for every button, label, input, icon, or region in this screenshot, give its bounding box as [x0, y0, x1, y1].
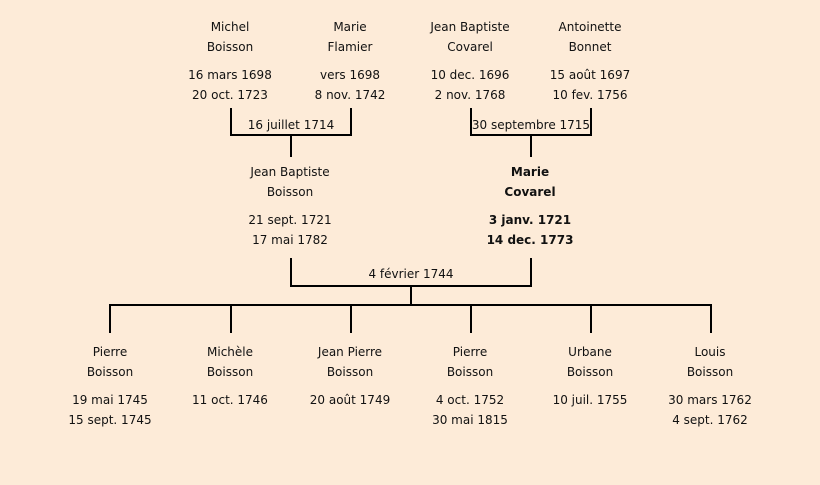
last-name: Boisson: [566, 365, 614, 379]
birth-date: 10 dec. 1696: [430, 68, 510, 82]
grandparents-person[interactable]: Jean Baptiste Covarel 10 dec. 1696 2 nov. 1…: [400, 17, 540, 105]
birth-date: 11 oct. 1746: [192, 393, 268, 407]
last-name: Boisson: [206, 40, 254, 54]
first-name: Marie: [510, 165, 550, 179]
birth-date: 10 juil. 1755: [552, 393, 628, 407]
children-person[interactable]: Jean Pierre Boisson 20 août 1749: [280, 342, 420, 410]
grandparents-left-connector: [230, 108, 352, 157]
marriage-date: 4 février 1744: [368, 267, 454, 281]
parents-connector: [290, 258, 532, 305]
last-name: Covarel: [447, 40, 493, 54]
grandparents-person[interactable]: Marie Flamier vers 1698 8 nov. 1742: [280, 17, 420, 105]
children-person[interactable]: Urbane Boisson 10 juil. 1755: [520, 342, 660, 410]
first-name: Antoinette: [558, 20, 622, 34]
death-date: 30 mai 1815: [432, 413, 508, 427]
death-date: 2 nov. 1768: [434, 88, 506, 102]
last-name: Boisson: [686, 365, 734, 379]
death-date: 4 sept. 1762: [672, 413, 748, 427]
last-name: Covarel: [504, 185, 556, 199]
death-date: 10 fev. 1756: [552, 88, 628, 102]
last-name: Boisson: [86, 365, 134, 379]
grandparents-right-connector: [470, 108, 592, 157]
marriage-date: 16 juillet 1714: [247, 118, 335, 132]
last-name: Flamier: [327, 40, 373, 54]
first-name: Pierre: [452, 345, 488, 359]
grandparents-person[interactable]: Michel Boisson 16 mars 1698 20 oct. 1723: [160, 17, 300, 105]
death-date: 17 mai 1782: [252, 233, 328, 247]
first-name: Jean Pierre: [317, 345, 383, 359]
last-name: Bonnet: [568, 40, 612, 54]
parents-person[interactable]: Jean Baptiste Boisson 21 sept. 1721 17 mai …: [220, 162, 360, 250]
first-name: Louis: [694, 345, 726, 359]
first-name: Michèle: [207, 345, 253, 359]
marriage-date: 30 septembre 1715: [471, 118, 591, 132]
last-name: Boisson: [206, 365, 254, 379]
birth-date: 3 janv. 1721: [488, 213, 572, 227]
first-name: Jean Baptiste: [250, 165, 330, 179]
birth-date: 30 mars 1762: [668, 393, 752, 407]
death-date: 20 oct. 1723: [192, 88, 268, 102]
first-name: Pierre: [92, 345, 128, 359]
death-date: 8 nov. 1742: [314, 88, 386, 102]
children-person[interactable]: Pierre Boisson 4 oct. 1752 30 mai 1815: [400, 342, 540, 430]
first-name: Jean Baptiste: [430, 20, 510, 34]
birth-date: 20 août 1749: [309, 393, 391, 407]
last-name: Boisson: [326, 365, 374, 379]
first-name: Urbane: [568, 345, 612, 359]
children-person[interactable]: Michèle Boisson 11 oct. 1746: [160, 342, 300, 410]
children-person[interactable]: Louis Boisson 30 mars 1762 4 sept. 1762: [640, 342, 780, 430]
parents-person[interactable]: Marie Covarel 3 janv. 1721 14 dec. 1773: [460, 162, 600, 250]
birth-date: 16 mars 1698: [188, 68, 272, 82]
children-connector: [109, 304, 712, 333]
last-name: Boisson: [266, 185, 314, 199]
first-name: Marie: [333, 20, 367, 34]
birth-date: 15 août 1697: [549, 68, 631, 82]
death-date: 15 sept. 1745: [68, 413, 152, 427]
last-name: Boisson: [446, 365, 494, 379]
birth-date: 21 sept. 1721: [248, 213, 332, 227]
birth-date: 19 mai 1745: [72, 393, 148, 407]
first-name: Michel: [210, 20, 250, 34]
birth-date: 4 oct. 1752: [435, 393, 505, 407]
death-date: 14 dec. 1773: [486, 233, 574, 247]
birth-date: vers 1698: [319, 68, 381, 82]
children-person[interactable]: Pierre Boisson 19 mai 1745 15 sept. 1745: [40, 342, 180, 430]
grandparents-person[interactable]: Antoinette Bonnet 15 août 1697 10 fev. 1756: [520, 17, 660, 105]
